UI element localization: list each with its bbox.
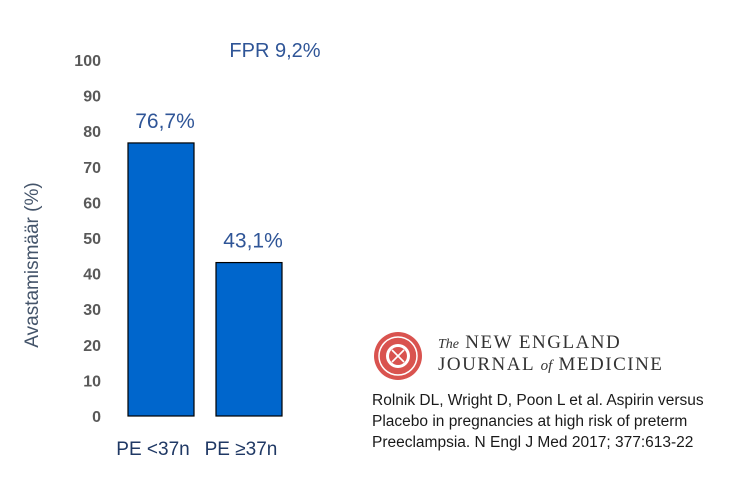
y-tick-label: 90 (83, 89, 101, 106)
y-axis-label: Avastamismäär (%) (22, 182, 43, 347)
y-tick-label: 80 (83, 124, 101, 141)
journal-title-line2: JOURNAL of MEDICINE (438, 354, 663, 376)
y-tick-label: 30 (83, 302, 101, 319)
category-labels: PE <37n PE ≥37n (116, 439, 277, 460)
y-tick-label: 40 (83, 267, 101, 284)
journal-of: of (540, 358, 553, 374)
y-axis-ticks: 0 10 20 30 40 50 60 70 80 90 100 (74, 53, 101, 426)
y-tick-label: 100 (74, 53, 101, 70)
y-tick-label: 10 (83, 373, 101, 390)
bar (127, 142, 195, 417)
citation-line-2: Placebo in pregnancies at high risk of p… (372, 413, 688, 430)
citation-line-1: Rolnik DL, Wright D, Poon L et al. Aspir… (372, 392, 704, 409)
nejm-seal-icon (374, 332, 422, 380)
bar (215, 261, 283, 417)
citation-line-3: Preeclampsia. N Engl J Med 2017; 377:613… (372, 434, 694, 451)
y-tick-label: 0 (92, 409, 101, 426)
nejm-masthead: The NEW ENGLAND JOURNAL of MEDICINE (372, 330, 752, 380)
y-tick-label: 60 (83, 195, 101, 212)
data-labels: 76,7% 43,1% (135, 110, 283, 253)
citation-text: Rolnik DL, Wright D, Poon L et al. Aspir… (372, 390, 747, 453)
category-label: PE <37n (116, 439, 189, 460)
journal-journal: JOURNAL (438, 354, 535, 375)
category-label: PE ≥37n (205, 439, 278, 460)
y-tick-label: 70 (83, 160, 101, 177)
bars (127, 142, 283, 417)
journal-new-england: NEW ENGLAND (465, 332, 622, 353)
y-tick-label: 20 (83, 338, 101, 355)
journal-medicine: MEDICINE (558, 354, 664, 375)
journal-the: The (438, 337, 459, 352)
y-tick-label: 50 (83, 231, 101, 248)
data-label: 43,1% (223, 230, 283, 253)
journal-title-line1: The NEW ENGLAND (438, 332, 621, 354)
data-label: 76,7% (135, 110, 195, 133)
fpr-annotation: FPR 9,2% (229, 40, 320, 62)
